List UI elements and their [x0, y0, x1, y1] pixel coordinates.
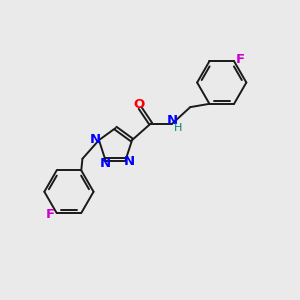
Text: F: F — [46, 208, 55, 221]
Text: N: N — [124, 154, 135, 168]
Text: N: N — [89, 133, 100, 146]
Text: N: N — [100, 157, 111, 170]
Text: O: O — [133, 98, 144, 111]
Text: H: H — [173, 123, 182, 133]
Text: F: F — [236, 53, 245, 66]
Text: N: N — [167, 114, 178, 127]
